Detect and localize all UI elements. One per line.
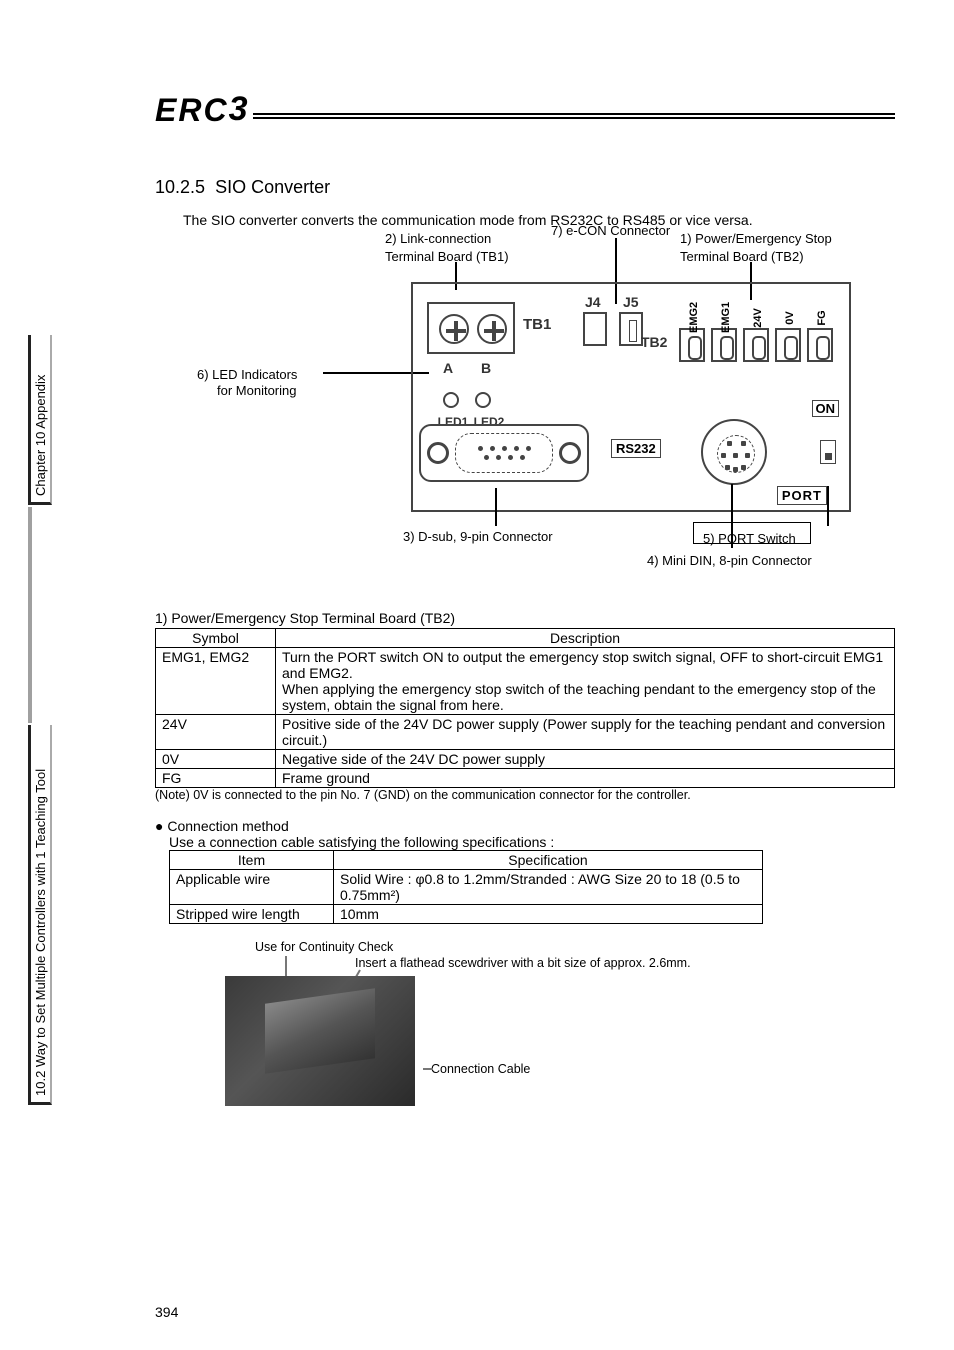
leader — [495, 488, 497, 526]
label-continuity: Use for Continuity Check — [255, 940, 393, 954]
j5-connector-icon — [619, 312, 643, 346]
tb2-label: TB2 — [641, 334, 667, 350]
screw-icon — [439, 314, 469, 344]
j4-connector-icon — [583, 312, 607, 346]
table-row: 0V Negative side of the 24V DC power sup… — [156, 750, 895, 769]
main-content: ERC3 10.2.5 SIO Converter The SIO conver… — [155, 90, 895, 1120]
spec-table: Item Specification Applicable wire Solid… — [169, 850, 763, 924]
table-row: Stripped wire length 10mm — [170, 905, 763, 924]
cell: Positive side of the 24V DC power supply… — [276, 715, 895, 750]
tb2-lbl: 0V — [784, 303, 796, 333]
table-row: 24V Positive side of the 24V DC power su… — [156, 715, 895, 750]
label-a: A — [443, 360, 453, 376]
connector-photo-block: Use for Continuity Check Insert a flathe… — [225, 940, 895, 1120]
th-symbol: Symbol — [156, 629, 276, 648]
port-switch-icon — [820, 440, 836, 464]
terminal-board-table: Symbol Description EMG1, EMG2 Turn the P… — [155, 628, 895, 788]
on-label: ON — [812, 400, 840, 417]
tb2-lbl: EMG2 — [688, 303, 700, 333]
callout-4: 4) Mini DIN, 8-pin Connector — [647, 552, 812, 570]
port-label: PORT — [777, 486, 827, 505]
label-j4: J4 — [585, 294, 601, 310]
cell: Applicable wire — [170, 870, 334, 905]
schematic-box: TB1 A B J4 J5 TB2 EMG2 EMG1 24V 0V FG LE… — [411, 282, 851, 512]
callout-7: 7) e-CON Connector — [551, 222, 670, 240]
side-tab-appendix: Chapter 10 Appendix — [28, 335, 52, 505]
leader — [827, 486, 829, 526]
page-number: 394 — [155, 1304, 178, 1320]
cell: EMG1, EMG2 — [156, 648, 276, 715]
connection-method-heading: ● Connection method — [155, 818, 895, 834]
label-flathead: Insert a flathead scewdriver with a bit … — [355, 956, 691, 970]
callout-1: 1) Power/Emergency Stop Terminal Board (… — [680, 230, 832, 265]
side-edge — [28, 507, 32, 723]
screw-icon — [477, 314, 507, 344]
cell: Frame ground — [276, 769, 895, 788]
tb2-lbl: FG — [816, 303, 828, 333]
tb2-lbl: 24V — [752, 303, 764, 333]
leader — [423, 1068, 433, 1070]
screw-icon — [427, 442, 449, 464]
tb2-slot: 24V — [743, 328, 769, 362]
label-b: B — [481, 360, 491, 376]
tb1-label: TB1 — [523, 316, 551, 333]
callout-3: 3) D-sub, 9-pin Connector — [403, 528, 553, 546]
table-row: FG Frame ground — [156, 769, 895, 788]
rs232-label: RS232 — [611, 439, 661, 458]
logo-suffix: 3 — [229, 90, 250, 129]
cell: 10mm — [334, 905, 763, 924]
led1-icon — [443, 392, 459, 408]
minidin-connector-icon — [701, 419, 767, 485]
tb2-slot: EMG2 — [679, 328, 705, 362]
cell: 24V — [156, 715, 276, 750]
tb2-slot: 0V — [775, 328, 801, 362]
tb2-slot: EMG1 — [711, 328, 737, 362]
section-number: 10.2.5 — [155, 177, 205, 197]
cell: Solid Wire : φ0.8 to 1.2mm/Stranded : AW… — [334, 870, 763, 905]
section-heading: 10.2.5 SIO Converter — [155, 177, 895, 198]
cell: Stripped wire length — [170, 905, 334, 924]
side-tab-section: 10.2 Way to Set Multiple Controllers wit… — [28, 725, 52, 1105]
tb2-slot: FG — [807, 328, 833, 362]
callout-6b: for Monitoring — [217, 382, 296, 400]
led2-icon — [475, 392, 491, 408]
callout-2: 2) Link-connection Terminal Board (TB1) — [385, 230, 509, 265]
logo-text: ERC — [155, 92, 229, 129]
callout-5-box — [693, 522, 811, 544]
th-item: Item — [170, 851, 334, 870]
section-title: SIO Converter — [215, 177, 330, 197]
screw-icon — [559, 442, 581, 464]
label-cable: Connection Cable — [431, 1062, 530, 1076]
table1-title: 1) Power/Emergency Stop Terminal Board (… — [155, 610, 895, 626]
sio-diagram: 2) Link-connection Terminal Board (TB1) … — [155, 230, 895, 600]
connector-photo-icon — [225, 976, 415, 1106]
logo-bar: ERC3 — [155, 90, 895, 129]
cell: Negative side of the 24V DC power supply — [276, 750, 895, 769]
connection-method-sub: Use a connection cable satisfying the fo… — [169, 834, 895, 850]
dsub-connector-icon — [419, 424, 589, 482]
table1-note: (Note) 0V is connected to the pin No. 7 … — [155, 788, 895, 802]
th-spec: Specification — [334, 851, 763, 870]
cell: FG — [156, 769, 276, 788]
tb2-lbl: EMG1 — [720, 303, 732, 333]
table-row: EMG1, EMG2 Turn the PORT switch ON to ou… — [156, 648, 895, 715]
th-desc: Description — [276, 629, 895, 648]
dsub-pins — [455, 433, 553, 473]
logo-rule — [253, 113, 895, 119]
intro-text: The SIO converter converts the communica… — [183, 212, 895, 228]
tb1-box — [427, 302, 515, 354]
tb2-block: TB2 EMG2 EMG1 24V 0V FG — [679, 306, 839, 362]
callout-6a: 6) LED Indicators — [197, 366, 297, 384]
label-j5: J5 — [623, 294, 639, 310]
cell: Turn the PORT switch ON to output the em… — [276, 648, 895, 715]
table-row: Applicable wire Solid Wire : φ0.8 to 1.2… — [170, 870, 763, 905]
cell: 0V — [156, 750, 276, 769]
